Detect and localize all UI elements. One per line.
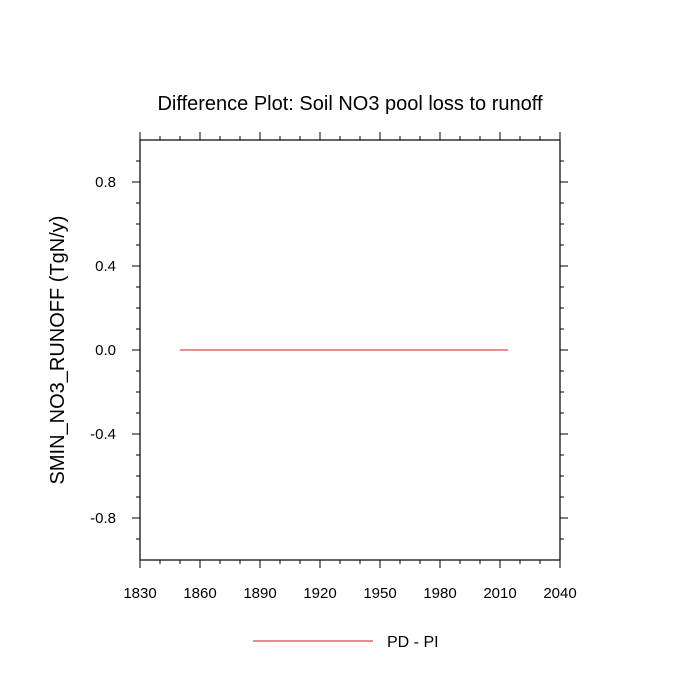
x-tick-label: 1830: [123, 585, 156, 602]
legend: PD - PI: [253, 634, 439, 651]
y-tick-label: 0.4: [95, 258, 116, 275]
x-tick-label: 1980: [423, 585, 456, 602]
x-tick-label: 1890: [243, 585, 276, 602]
y-tick-label: 0.8: [95, 174, 116, 191]
x-tick-label: 1920: [303, 585, 336, 602]
x-tick-label: 1860: [183, 585, 216, 602]
y-tick-label: -0.4: [90, 426, 116, 443]
chart-title: Difference Plot: Soil NO3 pool loss to r…: [157, 93, 542, 115]
legend-label-pd-pi: PD - PI: [387, 634, 439, 651]
x-tick-label: 2010: [483, 585, 516, 602]
y-tick-label: -0.8: [90, 510, 116, 527]
y-tick-label: 0.0: [95, 342, 116, 359]
x-tick-label: 1950: [363, 585, 396, 602]
tick-labels-layer: 1830 1860 1890 1920 1950 1980 2010 2040 0.8 0.4 0.…: [90, 174, 577, 602]
ticks-layer: [132, 132, 568, 568]
x-tick-label: 2040: [543, 585, 576, 602]
y-axis-label: SMIN_NO3_RUNOFF (TgN/y): [47, 216, 69, 485]
